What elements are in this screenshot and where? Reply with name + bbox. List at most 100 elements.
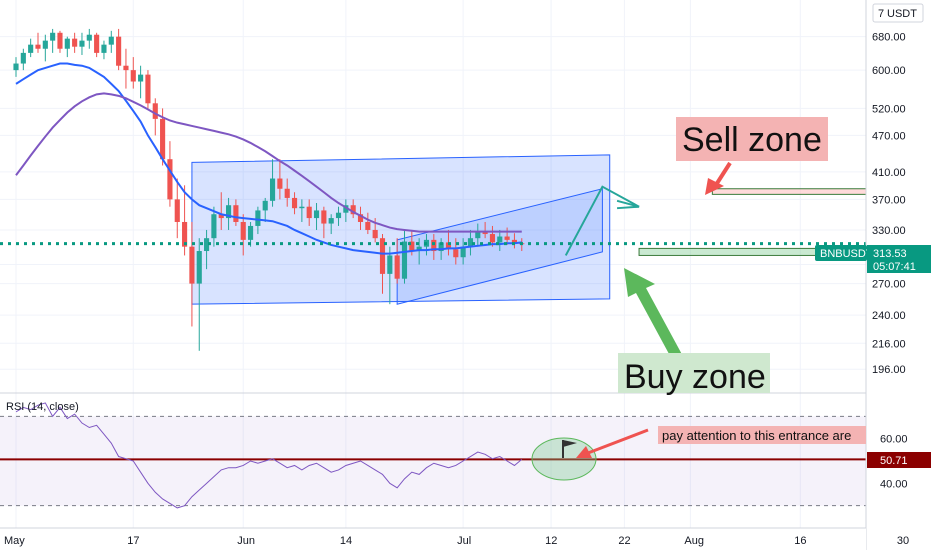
time-axis[interactable] [0, 528, 866, 550]
currency-box[interactable]: 7 USDT [872, 3, 924, 23]
buy-zone-label-bg [618, 353, 770, 393]
candle-body [306, 206, 312, 219]
entrance-highlight [531, 437, 597, 481]
price-tag-value: 313.53 [873, 248, 907, 260]
time-tick-label: 12 [545, 535, 557, 547]
price-tick-label: 330.00 [872, 225, 906, 237]
candle-body [299, 206, 305, 209]
rsi-line [15, 402, 523, 509]
symbol-tag-text: BNBUSDT [820, 248, 873, 260]
candle-body [94, 34, 100, 53]
buy-arrow [624, 268, 685, 365]
candle-body [152, 103, 158, 119]
rsi-axis-ticks: 60.00 40.00 [880, 434, 908, 491]
candle-body [409, 241, 415, 252]
candle-body [233, 205, 239, 222]
candle-body [64, 38, 70, 49]
rsi-layer [0, 402, 866, 509]
ema-fast-line [15, 62, 522, 255]
rsi-entrance-annotation[interactable]: pay attention to this entrance are [658, 426, 866, 444]
candle-body [42, 40, 48, 49]
candle-body [269, 178, 276, 201]
candle-body [160, 118, 166, 160]
buy-zone-label: Buy zone [624, 358, 766, 396]
price-tick-label: 216.00 [872, 338, 906, 350]
candle-body [504, 236, 510, 240]
candle-body [130, 70, 136, 82]
candle-body [35, 44, 41, 49]
candle-body [291, 197, 298, 209]
candle-body [394, 255, 400, 279]
sell-zone-label: Sell zone [682, 121, 822, 159]
candle-body [167, 159, 173, 200]
candle-body [453, 249, 459, 258]
candle-body [313, 210, 320, 219]
grid [0, 0, 904, 528]
rsi-note-text: pay attention to this entrance are [662, 428, 851, 443]
candle-body [72, 38, 78, 47]
price-tick-label: 240.00 [872, 310, 906, 322]
candle-body [13, 63, 19, 71]
candle-body [211, 214, 217, 239]
sell-zone-label-bg [676, 117, 828, 161]
rsi-tick-label: 40.00 [880, 478, 908, 490]
rsi-note-bg [658, 426, 866, 444]
candle-body [416, 246, 422, 252]
candle-body [365, 221, 371, 230]
buy-zone-annotation[interactable]: Buy zone [618, 353, 770, 396]
sell-zone-annotation[interactable]: Sell zone [676, 117, 828, 161]
candle-body [20, 52, 26, 64]
candle-body [482, 231, 488, 235]
candle-body [467, 238, 474, 247]
rsi-value-tag: 50.71 [867, 452, 931, 468]
candle-body [247, 225, 254, 240]
candle-body [335, 212, 342, 219]
time-tick-label: 17 [127, 535, 139, 547]
candles-layer [13, 28, 525, 351]
candle-body [240, 221, 246, 240]
price-tick-label: 270.00 [872, 279, 906, 291]
candle-body [511, 239, 518, 244]
candle-body [108, 36, 114, 45]
price-tick-label: 520.00 [872, 103, 906, 115]
candle-body [57, 32, 63, 49]
time-tick-label: May [4, 535, 25, 547]
price-tick-label: 370.00 [872, 194, 906, 206]
rsi-tag-bg [867, 452, 931, 468]
candle-body [445, 242, 452, 250]
time-tick-label: 16 [794, 535, 806, 547]
candle-body [145, 74, 151, 104]
price-tick-label: 470.00 [872, 130, 906, 142]
rsi-tick-label: 60.00 [880, 434, 908, 446]
candle-body [196, 251, 202, 284]
candle-body [218, 214, 224, 219]
candle-body [50, 32, 56, 41]
candle-body [277, 178, 283, 189]
candle-body [357, 214, 364, 222]
last-price-tag: BNBUSDT 313.53 05:07:41 [815, 245, 931, 273]
price-tick-label: 600.00 [872, 65, 906, 77]
time-axis-ticks: May 17 Jun 14 Jul 12 22 Aug 16 30 [4, 535, 909, 547]
candle-body [431, 239, 437, 252]
moving-averages [15, 62, 522, 255]
candle-body [401, 241, 408, 279]
projection-arrowhead [616, 199, 640, 210]
candle-body [321, 210, 327, 224]
price-tick-label: 196.00 [872, 364, 906, 376]
currency-prefix: 7 [878, 8, 884, 20]
price-tick-label: 680.00 [872, 32, 906, 44]
rsi-legend[interactable]: RSI (14, close) [6, 401, 79, 413]
price-pane[interactable] [0, 0, 866, 392]
candle-body [387, 255, 393, 274]
currency-label: USDT [887, 8, 917, 20]
candle-body [138, 74, 144, 82]
buy-zone-box[interactable] [638, 247, 838, 256]
candle-body [226, 205, 232, 219]
price-tick-label: 410.00 [872, 167, 906, 179]
candle-body [343, 205, 349, 213]
zones-layer [564, 161, 932, 365]
candle-body [255, 210, 261, 226]
candle-body [497, 236, 503, 243]
candle-body [328, 218, 334, 224]
